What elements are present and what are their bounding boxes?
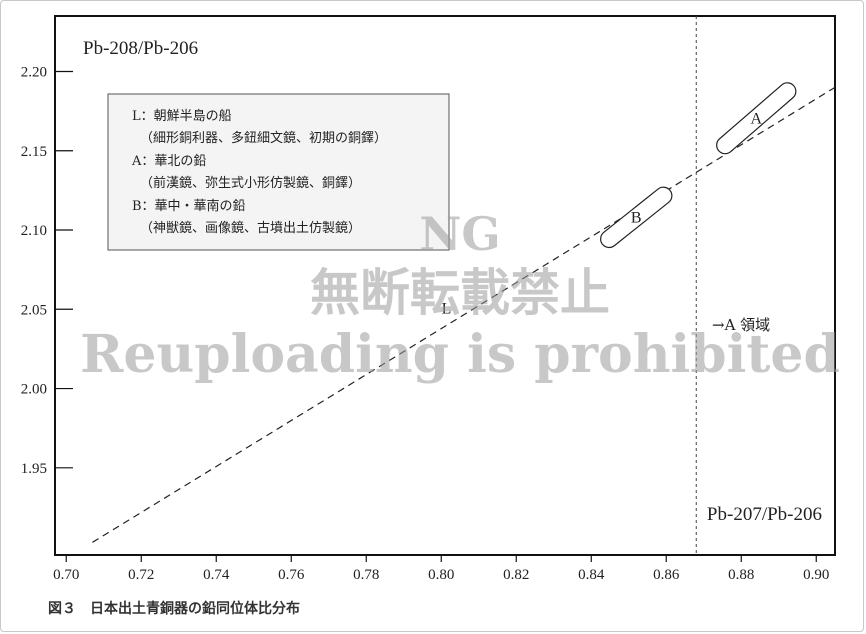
y-tick-label-3: 2.10 [21,223,47,239]
legend-entry-l: L：朝鮮半島の船 [132,109,232,124]
y-tick-label-4: 2.15 [21,144,47,160]
reference-line-l [92,86,836,543]
legend-entry-b-detail: （神獣鏡、画像鏡、古墳出土仿製鏡） [140,221,361,236]
legend-entry-a: A：華北の鉛 [131,154,206,169]
watermark-no-reprint: 無断転載禁止 [310,263,610,322]
y-axis-title: Pb-208/Pb-206 [83,38,198,59]
x-axis-title: Pb-207/Pb-206 [707,504,822,525]
watermark-reupload: Reuploading is prohibited [80,324,840,385]
region-label-b: B [631,209,642,226]
x-tick-label-2: 0.74 [203,567,230,583]
figure-caption: 図３ 日本出土青銅器の鉛同位体比分布 [48,600,300,617]
x-tick-label-10: 0.90 [803,567,829,583]
x-tick-label-8: 0.86 [653,567,680,583]
x-tick-label-9: 0.88 [728,567,754,583]
x-tick-label-6: 0.82 [503,567,529,583]
region-a [716,82,797,155]
region-b [600,186,673,249]
reference-line-label: L [442,301,452,318]
x-tick-label-1: 0.72 [128,567,154,583]
x-tick-label-7: 0.84 [578,567,605,583]
region-label-a: A [750,110,762,127]
chart-marks: 0.70 0.72 0.74 0.76 0.78 0.80 0.82 0.84 0.86 0.88… [21,15,836,583]
y-tick-label-0: 1.95 [21,461,47,477]
x-tick-label-5: 0.80 [428,567,454,583]
x-tick-label-0: 0.70 [53,567,79,583]
legend-entry-l-detail: （細形銅利器、多鈕細文鏡、初期の銅鐸） [140,130,387,146]
vertical-line-label: →A 領域 [712,316,770,334]
legend-box [107,93,450,251]
x-tick-label-3: 0.76 [278,567,305,583]
legend-entry-b: B：華中・華南の鉛 [132,198,246,214]
x-tick-label-4: 0.78 [353,567,379,583]
y-tick-label-1: 2.00 [21,382,47,398]
y-tick-label-2: 2.05 [21,302,47,318]
watermark-ng: NG [419,207,500,261]
y-tick-label-5: 2.20 [21,64,47,80]
legend-entry-a-detail: （前漢鏡、弥生式小形仿製鏡、銅鐸） [140,175,361,191]
plot-frame [54,15,836,556]
